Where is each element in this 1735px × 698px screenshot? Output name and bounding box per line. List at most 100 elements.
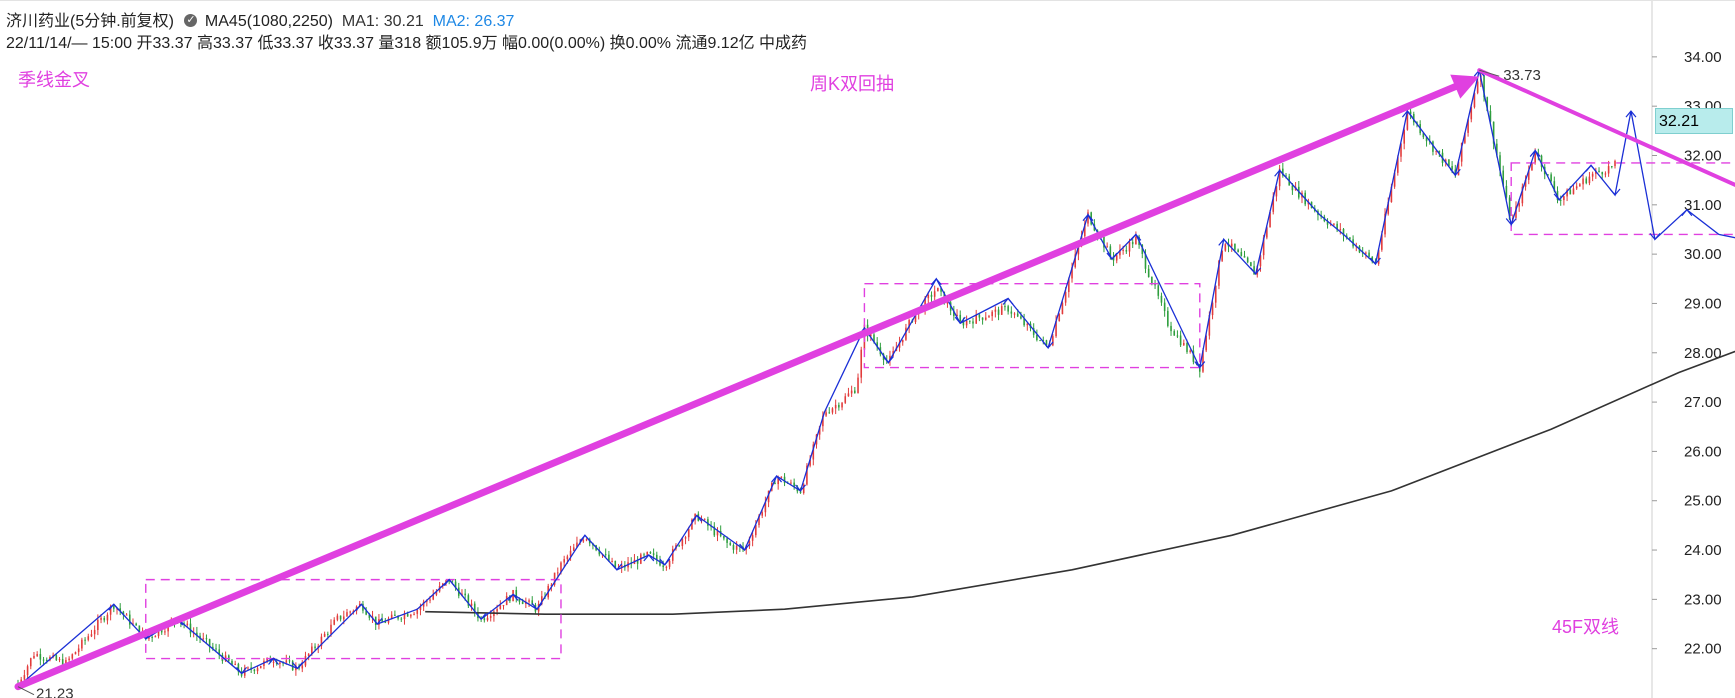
candle (997, 306, 1000, 321)
candle (403, 610, 406, 625)
candle (1112, 252, 1115, 266)
candle (636, 556, 639, 570)
candle (81, 637, 83, 652)
candle (93, 625, 96, 640)
candle (493, 610, 495, 622)
candle (1326, 218, 1329, 229)
candle (1224, 243, 1227, 252)
candle (1013, 312, 1016, 319)
y-tick-label: 32.00 (1684, 148, 1722, 165)
candle (218, 644, 221, 660)
candle (572, 543, 575, 552)
candle (515, 586, 518, 603)
candle (719, 525, 722, 538)
candle (279, 661, 281, 669)
candle (58, 657, 61, 663)
candle (1524, 175, 1527, 191)
candle (783, 473, 786, 487)
zigzag-trough-arrow (882, 356, 894, 364)
zigzag-trough-arrow (1106, 252, 1118, 261)
candle (790, 479, 792, 485)
candle (336, 613, 339, 622)
zigzag-trough-arrow (1505, 218, 1517, 226)
candle (1243, 250, 1246, 258)
zigzag-peak-arrow (1681, 208, 1693, 217)
candle (422, 599, 425, 612)
candle (1052, 334, 1054, 347)
candle (1585, 176, 1588, 185)
candle (691, 518, 693, 530)
candle (959, 310, 962, 323)
candle (259, 665, 262, 669)
candle (726, 536, 728, 549)
candle (349, 610, 351, 616)
candle (231, 659, 233, 666)
y-tick-label: 31.00 (1684, 197, 1722, 214)
candle (981, 317, 984, 325)
zigzag-line (17, 70, 1735, 688)
candle (1432, 140, 1434, 156)
zigzag-trough-arrow (739, 543, 751, 551)
zigzag-trough-arrow (611, 563, 623, 571)
y-tick-label: 30.00 (1684, 246, 1722, 263)
candle (857, 373, 859, 394)
candle (1307, 198, 1310, 210)
y-tick-label: 22.00 (1684, 641, 1722, 658)
candle (1435, 150, 1437, 155)
indicator-settings-icon[interactable]: ✓ (184, 14, 198, 28)
candle (841, 401, 843, 411)
ma1-label: MA1: 30.21 (341, 13, 424, 30)
candle (454, 578, 457, 591)
candle (822, 411, 824, 432)
candle (1061, 300, 1064, 315)
candle (1275, 186, 1278, 202)
candle (1106, 242, 1108, 248)
candle (937, 287, 939, 292)
candle (1595, 167, 1597, 179)
candle (1489, 105, 1492, 124)
candle (729, 541, 732, 546)
low-price-pointer (17, 686, 35, 696)
candle (74, 651, 77, 655)
zigzag-peak-arrow (268, 657, 279, 665)
y-tick-label: 27.00 (1684, 394, 1722, 411)
candle (1591, 171, 1594, 182)
candle (563, 555, 565, 568)
candle (975, 309, 977, 324)
candle (1563, 195, 1565, 206)
candle (1282, 162, 1284, 178)
candle (1492, 121, 1495, 150)
candle (1154, 279, 1156, 289)
candle (413, 611, 415, 616)
zigzag-peak-arrow (1274, 169, 1286, 177)
candle (1240, 248, 1243, 257)
candle (1400, 142, 1402, 162)
zigzag-trough-arrow (475, 612, 487, 621)
candle (889, 350, 891, 366)
candle (189, 618, 192, 638)
zigzag-peak-arrow (443, 578, 455, 587)
zigzag-peak-arrow (1130, 233, 1142, 241)
zigzag-peak-arrow (643, 554, 655, 562)
candle (1125, 245, 1128, 254)
zigzag-peak-arrow (355, 603, 367, 611)
candle (470, 599, 473, 611)
consolidation-box (145, 578, 562, 660)
candle (512, 589, 514, 602)
candle (1135, 231, 1137, 245)
candle (528, 598, 530, 607)
candle (400, 617, 403, 623)
candle (1026, 322, 1029, 331)
zigzag-peak-arrow (507, 593, 519, 601)
candle (84, 637, 86, 645)
candle (969, 320, 971, 324)
candle (323, 631, 326, 638)
y-tick-label: 24.00 (1684, 542, 1722, 559)
candle (1211, 300, 1214, 320)
candle (1039, 339, 1041, 342)
candle (1058, 313, 1061, 322)
candle (77, 644, 80, 656)
candle (339, 615, 342, 622)
candle (991, 310, 993, 321)
zigzag-trough-arrow (292, 662, 303, 670)
